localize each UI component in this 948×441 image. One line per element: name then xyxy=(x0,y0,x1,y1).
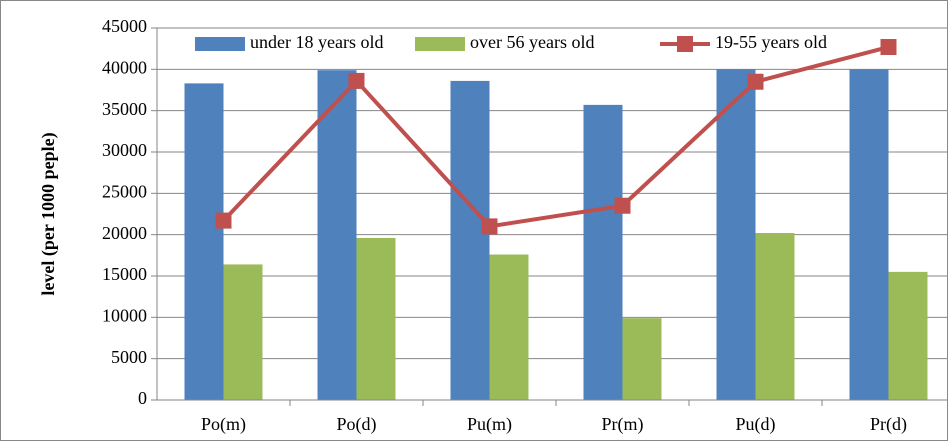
bar xyxy=(356,237,396,400)
bar xyxy=(184,83,224,401)
x-tick-label: Pu(d) xyxy=(736,414,776,435)
legend-label: 19-55 years old xyxy=(715,32,827,52)
marker xyxy=(481,218,498,235)
bar xyxy=(223,264,263,400)
y-tick-label: 35000 xyxy=(102,99,147,119)
bar xyxy=(450,80,490,400)
marker xyxy=(215,212,232,229)
legend-swatch-marker xyxy=(677,36,693,52)
y-tick-label: 15000 xyxy=(102,264,147,284)
legend-label: over 56 years old xyxy=(470,32,594,52)
bar xyxy=(716,69,756,400)
bar xyxy=(583,104,623,400)
legend-label: under 18 years old xyxy=(250,32,383,52)
y-tick-label: 25000 xyxy=(102,181,147,201)
x-tick-label: Pu(m) xyxy=(467,414,512,435)
x-tick-label: Po(m) xyxy=(201,414,246,435)
bar xyxy=(317,70,357,400)
legend-swatch xyxy=(195,37,245,51)
y-axis-label: level (per 1000 peple) xyxy=(38,132,59,295)
bar xyxy=(888,271,928,400)
marker xyxy=(348,72,365,89)
x-tick-label: Pr(d) xyxy=(870,414,907,435)
y-tick-label: 10000 xyxy=(102,305,147,325)
bar xyxy=(755,233,795,400)
y-tick-label: 40000 xyxy=(102,57,147,77)
legend-swatch xyxy=(415,37,465,51)
bar xyxy=(622,318,662,400)
y-tick-label: 0 xyxy=(138,388,147,408)
x-tick-label: Po(d) xyxy=(337,414,377,435)
marker xyxy=(614,197,631,214)
marker xyxy=(747,73,764,90)
bar xyxy=(489,254,529,400)
y-tick-label: 5000 xyxy=(111,347,147,367)
line xyxy=(222,45,890,229)
bar xyxy=(849,69,889,400)
x-tick-label: Pr(m) xyxy=(602,414,644,435)
marker xyxy=(880,39,897,56)
y-tick-label: 30000 xyxy=(102,140,147,160)
y-tick-label: 20000 xyxy=(102,223,147,243)
y-tick-label: 45000 xyxy=(102,16,147,36)
